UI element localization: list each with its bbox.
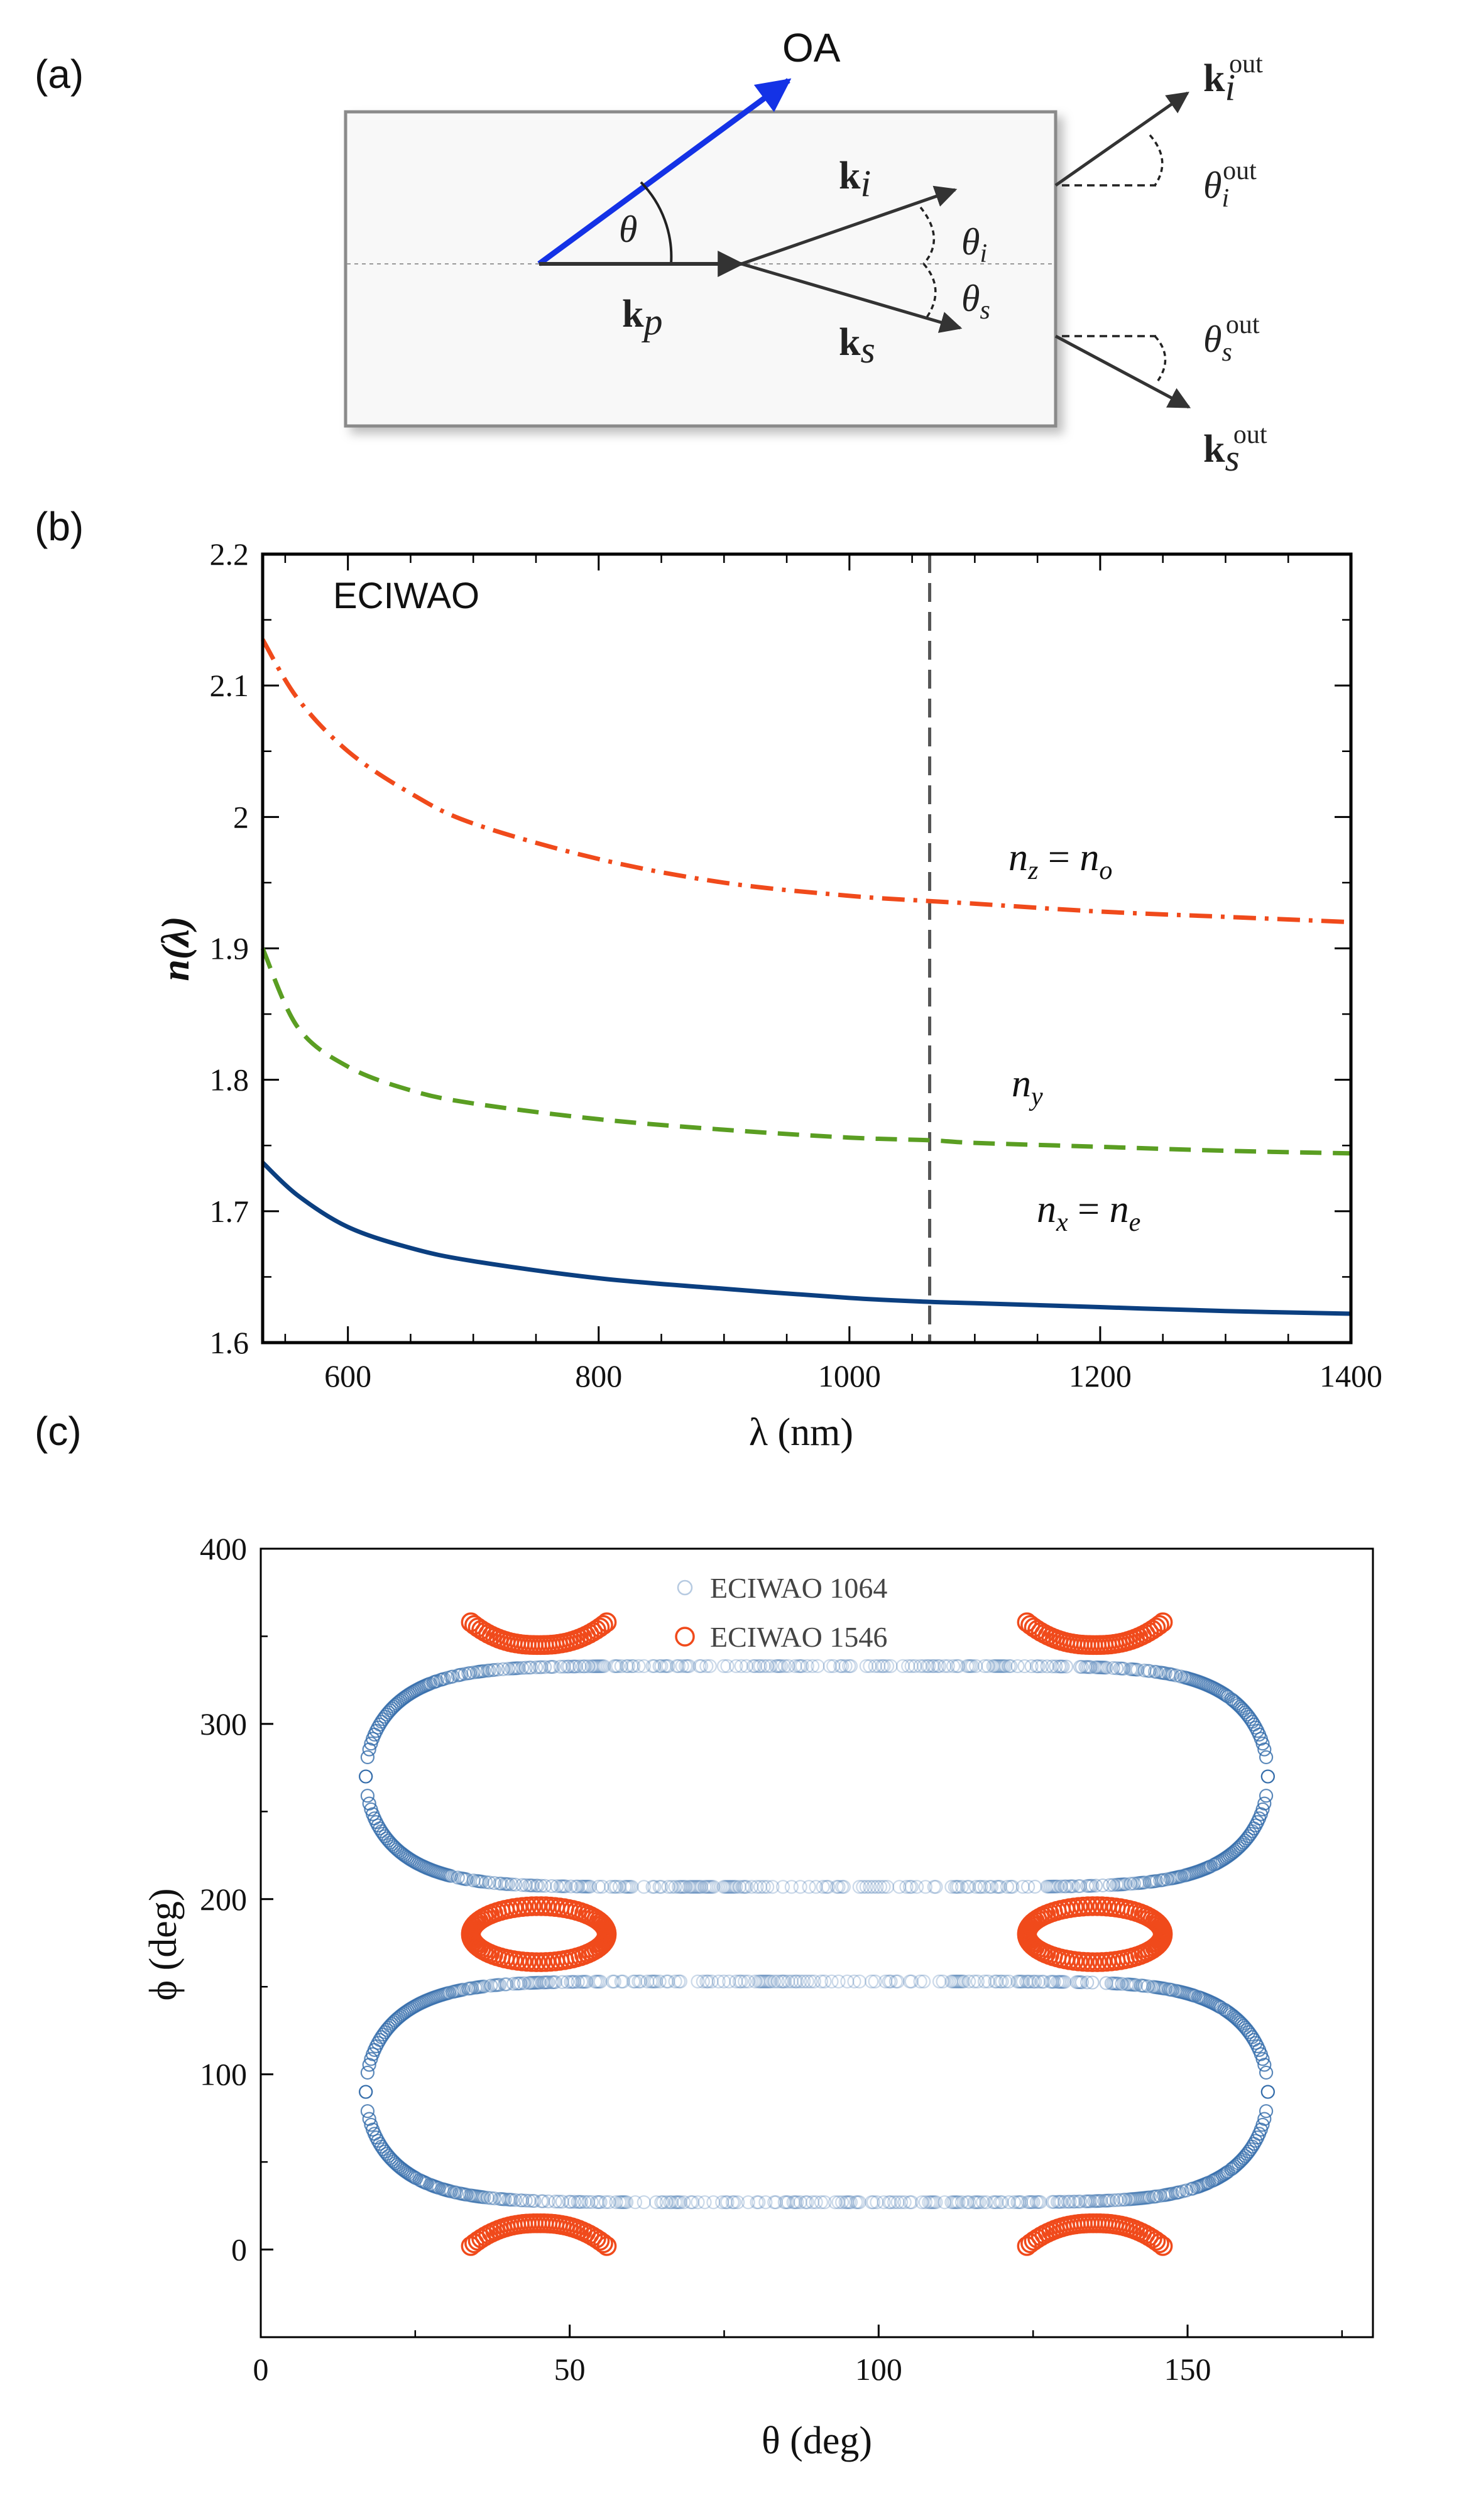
chart-b-ytick-label: 1.7 xyxy=(210,1194,249,1229)
ks-out-label: ksout xyxy=(1203,420,1267,479)
chart-b-ytick-label: 2.1 xyxy=(210,668,249,703)
refractive-index-chart: 600 800 1000 1200 1400 1.6 1.7 1.8 1.9 2 2.1 2.2 EC… xyxy=(155,537,1382,1454)
crystal-box xyxy=(346,112,1056,426)
chart-c-frame xyxy=(261,1549,1373,2337)
ki-out-label: kiout xyxy=(1203,50,1263,108)
chart-b-ytick-label: 2.2 xyxy=(210,537,249,572)
curve-nx xyxy=(263,1162,1351,1314)
chart-c-ytick-label: 100 xyxy=(200,2057,247,2092)
optic-axis-label: OA xyxy=(782,25,841,70)
ki-out-arrow xyxy=(1056,93,1188,185)
curve-nz xyxy=(263,640,1351,922)
ks-out-arrow xyxy=(1056,336,1189,407)
chart-c-xtick-label: 100 xyxy=(855,2352,902,2387)
legend-label-1546: ECIWAO 1546 xyxy=(710,1621,887,1653)
annotation-nx: nx = ne xyxy=(1037,1188,1140,1237)
phase-matching-chart: 0 50 100 150 0 100 200 300 400 ECIWAO 1064 ECIWA… xyxy=(142,1531,1373,2462)
figure: (a) OA θ kp ki ks θi θs kiout θiout θsou… xyxy=(0,0,1481,2520)
annotation-nz: nz = no xyxy=(1008,836,1112,885)
chart-b-ytick-label: 2 xyxy=(233,799,249,834)
chart-c-ylabel: ϕ (deg) xyxy=(142,1889,185,2001)
chart-b-xlabel: λ (nm) xyxy=(749,1411,853,1454)
chart-c-ytick-label: 300 xyxy=(200,1706,247,1742)
panel-b-label: (b) xyxy=(35,504,84,549)
chart-b-xtick-label: 1200 xyxy=(1069,1358,1132,1394)
chart-b-ytick-label: 1.6 xyxy=(210,1325,249,1360)
theta-s-out-label: θsout xyxy=(1203,310,1260,367)
chart-b-xtick-label: 800 xyxy=(575,1358,622,1394)
chart-b-ytick-label: 1.8 xyxy=(210,1062,249,1098)
chart-b-xtick-label: 1400 xyxy=(1320,1358,1382,1394)
chart-c-xtick-label: 0 xyxy=(253,2352,269,2387)
chart-c-xtick-label: 50 xyxy=(554,2352,586,2387)
legend-label-1064: ECIWAO 1064 xyxy=(710,1572,887,1604)
theta-i-out-arc xyxy=(1150,135,1162,185)
chart-b-xtick-label: 600 xyxy=(324,1358,371,1394)
chart-c-ytick-label: 200 xyxy=(200,1882,247,1917)
chart-b-xtick-label: 1000 xyxy=(818,1358,881,1394)
chart-c-ytick-label: 0 xyxy=(231,2232,247,2267)
chart-b-ylabel: n(λ) xyxy=(155,916,197,981)
chart-c-xtick-label: 150 xyxy=(1164,2352,1211,2387)
chart-c-ytick-label: 400 xyxy=(200,1531,247,1566)
theta-s-out-arc xyxy=(1155,336,1166,383)
theta-label: θ xyxy=(619,209,637,250)
chart-b-ticks: 600 800 1000 1200 1400 1.6 1.7 1.8 1.9 2 2.1 2.2 xyxy=(210,537,1383,1394)
curve-ny xyxy=(263,949,1351,1154)
panel-a-label: (a) xyxy=(35,52,84,97)
annotation-ny: ny xyxy=(1012,1062,1043,1111)
panel-c-label: (c) xyxy=(35,1409,82,1454)
chart-b-curves xyxy=(263,554,1351,1343)
theta-i-out-label: θiout xyxy=(1203,156,1257,213)
chart-b-title: ECIWAO xyxy=(333,575,479,616)
chart-c-xlabel: θ (deg) xyxy=(762,2419,872,2462)
chart-b-frame xyxy=(263,554,1351,1343)
chart-b-ytick-label: 1.9 xyxy=(210,931,249,966)
